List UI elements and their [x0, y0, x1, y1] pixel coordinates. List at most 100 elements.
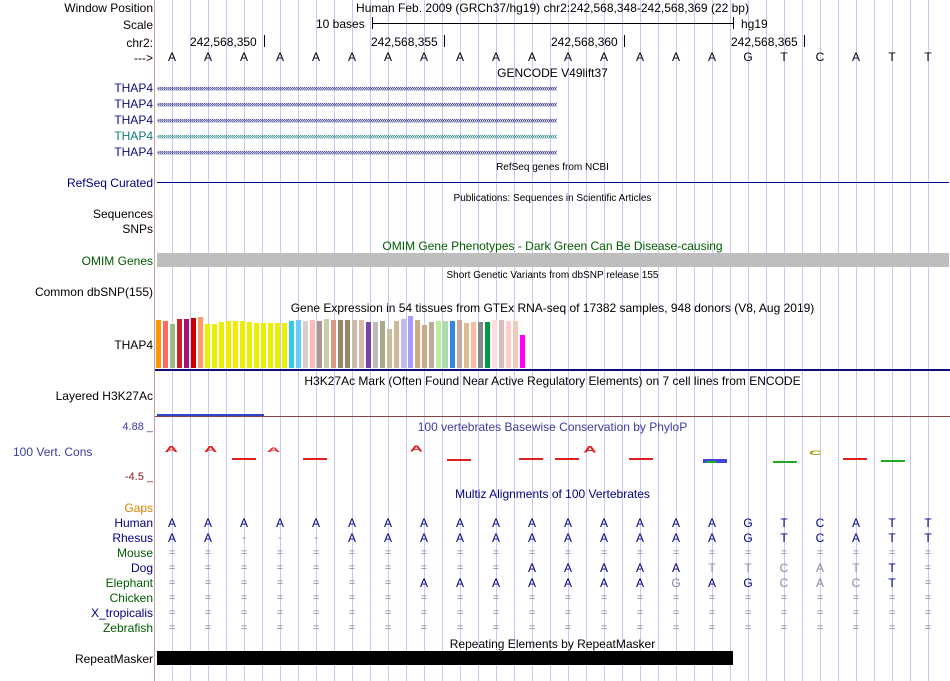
multiz-title[interactable]: Multiz Alignments of 100 Vertebrates [455, 487, 650, 501]
gtex-bar-chart[interactable] [156, 316, 576, 368]
gtex-tissue-bar[interactable] [156, 320, 161, 368]
gtex-tissue-bar[interactable] [310, 320, 315, 368]
species-label[interactable]: Zebrafish [102, 621, 153, 635]
conservation-label[interactable]: 100 Vert. Cons [13, 445, 93, 459]
species-label[interactable]: Rhesus [112, 531, 153, 545]
gencode-title[interactable]: GENCODE V49lift37 [497, 66, 608, 80]
h3k27ac-title[interactable]: H3K27Ac Mark (Often Found Near Active Re… [304, 374, 801, 388]
omim-title[interactable]: OMIM Gene Phenotypes - Dark Green Can Be… [382, 239, 723, 253]
h3k27ac-label[interactable]: Layered H3K27Ac [55, 389, 153, 403]
gtex-tissue-bar[interactable] [450, 321, 455, 368]
gtex-tissue-bar[interactable] [324, 319, 329, 368]
gtex-tissue-bar[interactable] [282, 323, 287, 368]
gtex-tissue-bar[interactable] [170, 324, 175, 368]
species-label[interactable]: X_tropicalis [90, 606, 153, 620]
gencode-transcript-line[interactable]: ‹‹‹‹‹‹‹‹‹‹‹‹‹‹‹‹‹‹‹‹‹‹‹‹‹‹‹‹‹‹‹‹‹‹‹‹‹‹‹‹… [157, 147, 557, 157]
gtex-tissue-bar[interactable] [387, 329, 392, 368]
gtex-tissue-bar[interactable] [520, 335, 525, 368]
gtex-tissue-bar[interactable] [394, 321, 399, 368]
gtex-tissue-bar[interactable] [464, 323, 469, 368]
gtex-tissue-bar[interactable] [443, 321, 448, 368]
gtex-tissue-bar[interactable] [380, 321, 385, 368]
dbsnp-title[interactable]: Short Genetic Variants from dbSNP releas… [446, 270, 659, 281]
species-label[interactable]: Human [114, 516, 153, 530]
gtex-tissue-bar[interactable] [247, 322, 252, 368]
species-label[interactable]: Chicken [109, 591, 153, 605]
gtex-tissue-bar[interactable] [478, 322, 483, 368]
snps-label[interactable]: SNPs [122, 222, 153, 236]
gtex-tissue-bar[interactable] [485, 322, 490, 368]
gtex-label[interactable]: THAP4 [114, 338, 153, 352]
gtex-tissue-bar[interactable] [492, 320, 497, 368]
conservation-logo[interactable]: A A A A A C [155, 440, 950, 470]
gencode-transcript-label[interactable]: THAP4 [114, 97, 153, 111]
repeatmasker-element[interactable] [157, 651, 733, 665]
gtex-tissue-bar[interactable] [506, 321, 511, 368]
gaps-label[interactable]: Gaps [124, 501, 153, 515]
gtex-tissue-bar[interactable] [296, 320, 301, 368]
gtex-tissue-bar[interactable] [338, 320, 343, 368]
gtex-tissue-bar[interactable] [408, 316, 413, 368]
dbsnp-label[interactable]: Common dbSNP(155) [34, 285, 153, 299]
gtex-tissue-bar[interactable] [422, 325, 427, 368]
gtex-tissue-bar[interactable] [205, 324, 210, 368]
gtex-tissue-bar[interactable] [331, 320, 336, 368]
species-label[interactable]: Mouse [116, 546, 153, 560]
refseq-title[interactable]: RefSeq genes from NCBI [496, 162, 609, 173]
gtex-tissue-bar[interactable] [436, 321, 441, 368]
gencode-transcript-line[interactable]: ‹‹‹‹‹‹‹‹‹‹‹‹‹‹‹‹‹‹‹‹‹‹‹‹‹‹‹‹‹‹‹‹‹‹‹‹‹‹‹‹… [157, 131, 557, 141]
gencode-transcript-label[interactable]: THAP4 [114, 113, 153, 127]
omim-label[interactable]: OMIM Genes [81, 254, 153, 268]
gtex-tissue-bar[interactable] [184, 319, 189, 368]
gtex-tissue-bar[interactable] [177, 319, 182, 368]
gtex-tissue-bar[interactable] [366, 322, 371, 368]
gtex-tissue-bar[interactable] [457, 320, 462, 368]
gencode-transcript-label[interactable]: THAP4 [114, 81, 153, 95]
gtex-tissue-bar[interactable] [240, 321, 245, 368]
gencode-transcript-line[interactable]: ‹‹‹‹‹‹‹‹‹‹‹‹‹‹‹‹‹‹‹‹‹‹‹‹‹‹‹‹‹‹‹‹‹‹‹‹‹‹‹‹… [157, 83, 557, 93]
gtex-tissue-bar[interactable] [163, 321, 168, 368]
gtex-tissue-bar[interactable] [212, 324, 217, 368]
gtex-tissue-bar[interactable] [359, 320, 364, 368]
assembly-position[interactable]: Human Feb. 2009 (GRCh37/hg19) chr2:242,5… [356, 1, 749, 15]
gtex-tissue-bar[interactable] [289, 321, 294, 368]
gtex-tissue-bar[interactable] [352, 320, 357, 368]
logo-letter [303, 458, 327, 460]
gtex-tissue-bar[interactable] [254, 323, 259, 368]
gtex-tissue-bar[interactable] [429, 322, 434, 368]
gtex-tissue-bar[interactable] [303, 321, 308, 368]
gtex-tissue-bar[interactable] [401, 319, 406, 368]
publications-title[interactable]: Publications: Sequences in Scientific Ar… [453, 193, 652, 204]
gtex-tissue-bar[interactable] [226, 321, 231, 368]
gtex-tissue-bar[interactable] [233, 321, 238, 368]
gtex-tissue-bar[interactable] [513, 321, 518, 368]
gtex-tissue-bar[interactable] [261, 323, 266, 368]
gtex-tissue-bar[interactable] [191, 318, 196, 368]
gtex-tissue-bar[interactable] [499, 320, 504, 368]
alignment-base: = [240, 607, 248, 619]
gencode-transcript-label[interactable]: THAP4 [114, 129, 153, 143]
refseq-gene-line[interactable] [157, 182, 949, 183]
omim-feature-bar[interactable] [157, 253, 949, 267]
gtex-tissue-bar[interactable] [471, 322, 476, 368]
conservation-title[interactable]: 100 vertebrates Basewise Conservation by… [417, 420, 688, 434]
repeatmasker-title[interactable]: Repeating Elements by RepeatMasker [449, 637, 656, 651]
gencode-transcript-label[interactable]: THAP4 [114, 145, 153, 159]
gtex-tissue-bar[interactable] [275, 323, 280, 368]
gtex-tissue-bar[interactable] [198, 317, 203, 368]
gencode-transcript-line[interactable]: ‹‹‹‹‹‹‹‹‹‹‹‹‹‹‹‹‹‹‹‹‹‹‹‹‹‹‹‹‹‹‹‹‹‹‹‹‹‹‹‹… [157, 115, 557, 125]
gtex-tissue-bar[interactable] [317, 321, 322, 368]
gtex-tissue-bar[interactable] [268, 323, 273, 368]
refseq-label[interactable]: RefSeq Curated [66, 176, 153, 190]
gtex-tissue-bar[interactable] [373, 322, 378, 368]
species-label[interactable]: Dog [130, 561, 153, 575]
gtex-tissue-bar[interactable] [415, 320, 420, 368]
species-label[interactable]: Elephant [105, 576, 153, 590]
repeatmasker-label[interactable]: RepeatMasker [74, 652, 153, 666]
gtex-tissue-bar[interactable] [219, 322, 224, 368]
gencode-transcript-line[interactable]: ‹‹‹‹‹‹‹‹‹‹‹‹‹‹‹‹‹‹‹‹‹‹‹‹‹‹‹‹‹‹‹‹‹‹‹‹‹‹‹‹… [157, 99, 557, 109]
gtex-tissue-bar[interactable] [345, 320, 350, 368]
gtex-title[interactable]: Gene Expression in 54 tissues from GTEx … [290, 301, 815, 315]
alignment-base: = [492, 622, 500, 634]
sequences-label[interactable]: Sequences [92, 207, 153, 221]
